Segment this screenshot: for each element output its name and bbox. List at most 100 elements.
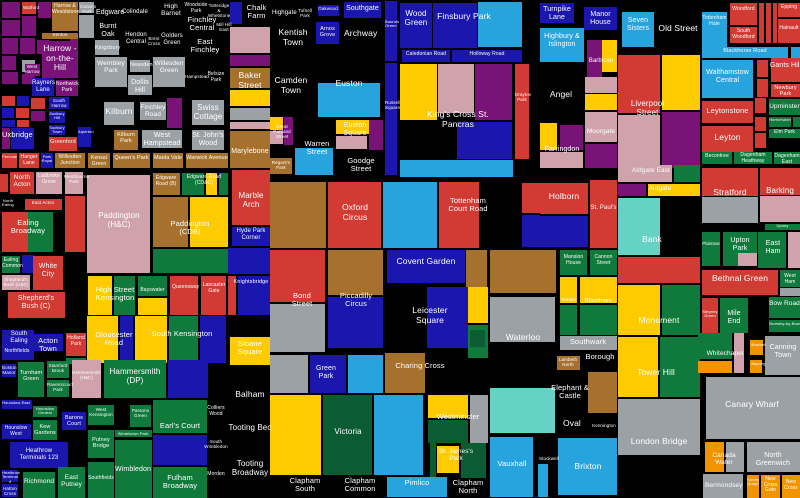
station-block <box>730 27 757 43</box>
station-block <box>387 250 465 283</box>
station-block <box>522 215 540 247</box>
station-block <box>702 126 753 152</box>
station-block <box>270 250 325 302</box>
station-block <box>774 152 800 164</box>
station-label: Clapham North <box>452 478 484 496</box>
station-block <box>385 353 425 393</box>
station-block <box>114 130 138 150</box>
station-block <box>230 108 270 120</box>
station-block <box>135 316 167 363</box>
station-block <box>703 474 743 498</box>
station-label: Highgate <box>272 10 297 16</box>
station-block <box>778 3 800 17</box>
station-block <box>88 430 114 458</box>
station-block <box>648 184 700 196</box>
station-block <box>284 117 293 145</box>
station-label: Tufnell Park <box>297 8 313 19</box>
station-block <box>769 99 800 115</box>
station-label: High Barnet <box>161 3 181 18</box>
station-block <box>385 63 397 175</box>
station-block <box>758 232 786 268</box>
station-block <box>153 153 183 168</box>
station-block <box>702 270 778 295</box>
station-block <box>558 438 617 495</box>
station-block <box>230 337 270 365</box>
station-block <box>757 79 768 97</box>
station-block <box>87 316 118 363</box>
station-block <box>702 197 758 223</box>
station-block <box>52 2 78 31</box>
station-block <box>757 60 768 77</box>
station-block <box>16 108 29 118</box>
station-block <box>230 2 242 24</box>
station-block <box>169 316 198 363</box>
station-block <box>662 55 700 110</box>
station-block <box>734 333 744 373</box>
station-block <box>17 96 29 106</box>
station-block <box>186 153 228 168</box>
station-block <box>219 173 228 195</box>
station-block <box>490 297 555 342</box>
station-block <box>230 90 270 106</box>
station-block <box>62 412 86 430</box>
station-block <box>585 77 617 93</box>
station-block <box>2 128 10 149</box>
station-block <box>747 475 759 498</box>
station-block <box>2 96 15 106</box>
station-block <box>270 117 283 130</box>
station-block <box>660 337 700 397</box>
station-block <box>540 3 574 23</box>
station-block <box>750 340 763 355</box>
station-block <box>400 3 432 48</box>
station-block <box>2 330 34 360</box>
station-block <box>270 158 292 174</box>
station-block <box>385 1 397 61</box>
station-block <box>33 406 57 417</box>
station-block <box>580 305 617 335</box>
station-block <box>42 41 78 78</box>
station-block <box>780 270 800 287</box>
station-block <box>730 3 757 25</box>
station-block <box>706 377 800 439</box>
station-block <box>65 196 85 252</box>
station-block <box>702 47 788 58</box>
station-block <box>769 320 800 332</box>
station-block <box>2 108 14 118</box>
station-block <box>2 120 15 127</box>
station-block <box>140 102 166 120</box>
station-block <box>769 297 800 318</box>
station-block <box>31 98 45 109</box>
station-block <box>369 120 383 150</box>
station-block <box>128 75 152 95</box>
station-label: Oval <box>563 418 581 428</box>
station-block <box>522 183 540 213</box>
station-block <box>383 182 437 248</box>
station-block <box>88 276 112 315</box>
station-block <box>468 287 488 323</box>
station-block <box>232 170 270 225</box>
station-block <box>702 298 718 333</box>
station-block <box>760 196 800 222</box>
station-block <box>230 55 270 66</box>
station-block <box>437 446 459 473</box>
station-block <box>771 58 800 82</box>
station-block <box>2 153 17 168</box>
station-block <box>115 430 152 437</box>
station-label: Hendon Central <box>125 32 147 45</box>
station-label: Golders Green <box>161 33 183 46</box>
station-block <box>738 253 757 266</box>
station-block <box>19 153 39 168</box>
station-block <box>618 399 700 455</box>
station-block <box>49 111 65 123</box>
station-block <box>72 360 101 398</box>
station-block <box>270 304 325 352</box>
station-block <box>336 136 367 149</box>
station-block <box>153 249 228 273</box>
station-block <box>702 60 753 98</box>
station-block <box>759 3 764 43</box>
station-block <box>138 298 167 315</box>
station-block <box>33 420 57 440</box>
station-block <box>295 148 333 175</box>
station-block <box>2 256 20 273</box>
station-block <box>153 173 180 195</box>
